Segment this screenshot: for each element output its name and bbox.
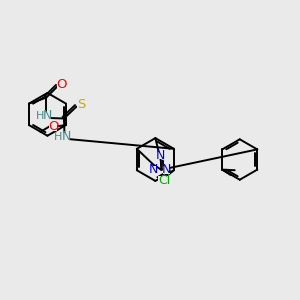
Bar [55, 133, 69, 142]
Bar [49, 122, 57, 131]
Text: O: O [48, 120, 58, 133]
Text: S: S [77, 98, 86, 111]
Bar [163, 166, 170, 174]
Text: N: N [43, 109, 52, 122]
Bar [158, 176, 170, 185]
Text: N: N [162, 163, 171, 176]
Text: H: H [54, 132, 62, 142]
Bar [37, 112, 51, 121]
Text: N: N [61, 130, 71, 143]
Text: Cl: Cl [158, 174, 170, 187]
Text: N: N [148, 164, 158, 176]
Bar [77, 101, 85, 109]
Bar [57, 81, 65, 89]
Text: O: O [56, 78, 67, 92]
Text: H: H [35, 111, 44, 122]
Text: N: N [156, 149, 165, 162]
Bar [157, 152, 164, 160]
Bar [149, 166, 157, 174]
